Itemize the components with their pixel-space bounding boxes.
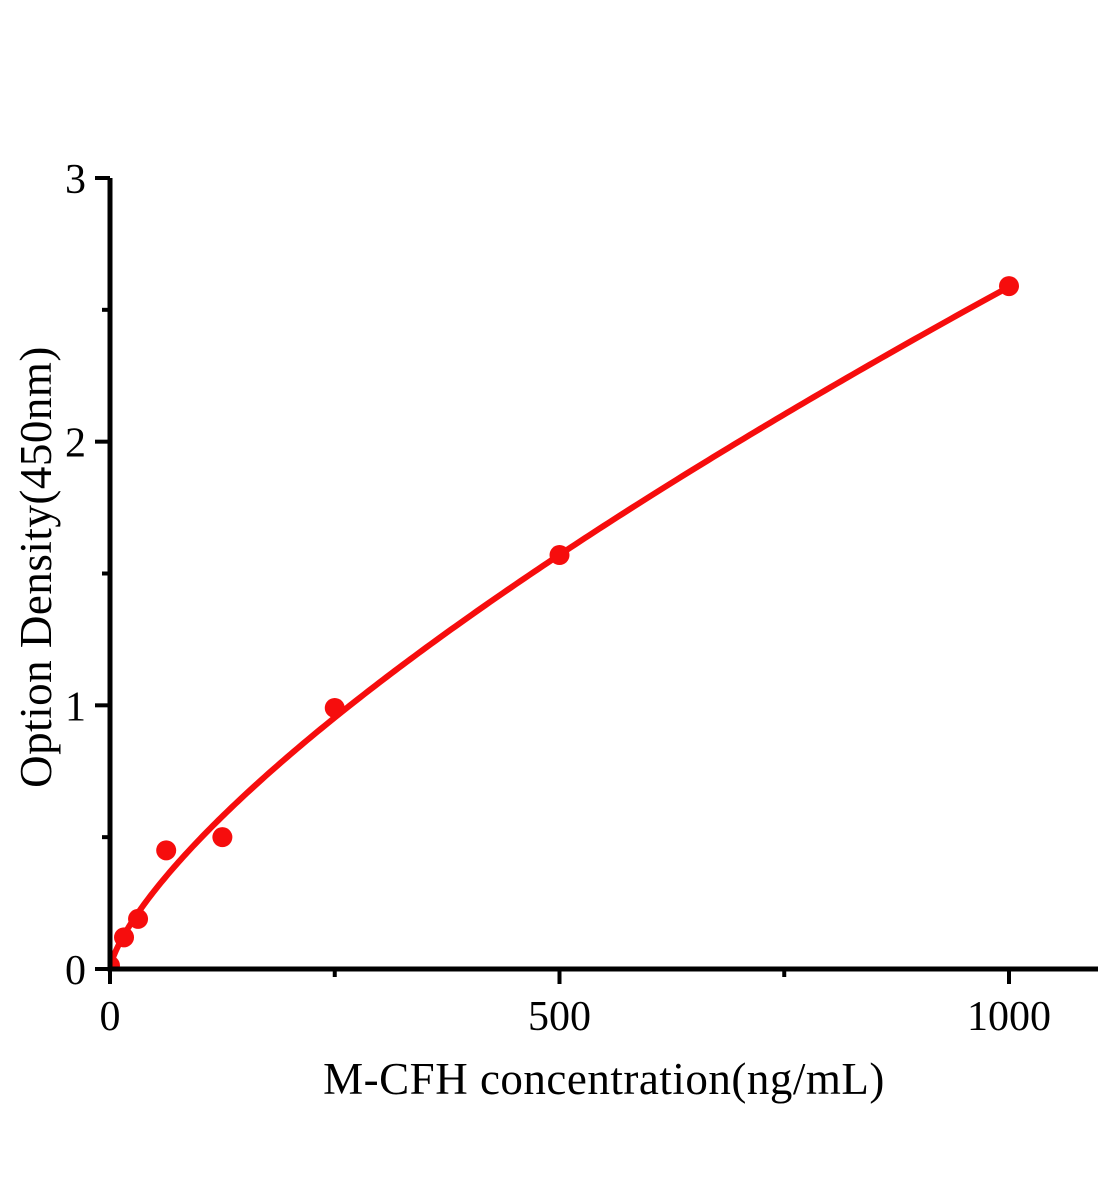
fit-curve-line [110, 283, 1012, 969]
ticks-layer [95, 175, 1011, 984]
y-tick-label: 3 [65, 157, 86, 203]
data-point-marker [549, 545, 570, 566]
data-point-marker [212, 827, 233, 848]
data-point-marker [114, 927, 135, 948]
tick-labels-layer: 0 1 2 3 0 500 1000 [65, 157, 1051, 1040]
data-layer [110, 276, 1019, 969]
y-tick-label: 2 [65, 421, 86, 467]
data-point-marker [156, 840, 177, 861]
x-tick-label: 500 [528, 994, 591, 1040]
x-axis-title: M-CFH concentration(ng/mL) [323, 1054, 885, 1104]
data-point-marker [128, 908, 149, 929]
x-tick-label: 0 [100, 994, 121, 1040]
y-tick-label: 0 [65, 948, 86, 994]
y-axis-title: Option Density(450nm) [11, 346, 61, 788]
data-point-marker [999, 276, 1019, 297]
data-point-marker [324, 697, 345, 718]
axes-layer [107, 178, 1098, 972]
y-tick-label: 1 [65, 684, 86, 730]
x-tick-label: 1000 [967, 994, 1051, 1040]
